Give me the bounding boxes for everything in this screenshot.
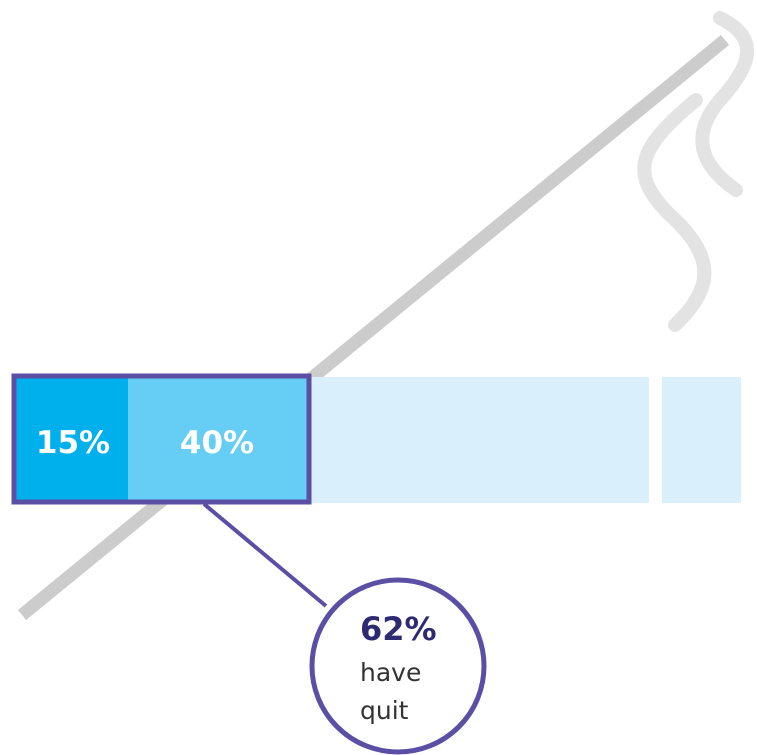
segment-15-label: 15% xyxy=(36,425,110,461)
smoke-swirl-left xyxy=(637,93,712,332)
callout-circle xyxy=(309,577,487,755)
bar-segment-tip xyxy=(662,377,741,503)
callout-connector xyxy=(202,502,328,608)
quit-highlight-outline xyxy=(11,373,312,505)
bar-segment-light xyxy=(309,377,649,503)
callout-line-have: have xyxy=(360,658,421,687)
bar-segment-15 xyxy=(14,376,128,502)
segment-40-label: 40% xyxy=(180,425,254,461)
callout-line-quit: quit xyxy=(360,696,409,725)
callout-percent: 62% xyxy=(360,610,437,648)
diagonal-line xyxy=(17,34,730,621)
smoke-swirl-right xyxy=(695,11,755,197)
bar-segment-40 xyxy=(128,376,308,502)
